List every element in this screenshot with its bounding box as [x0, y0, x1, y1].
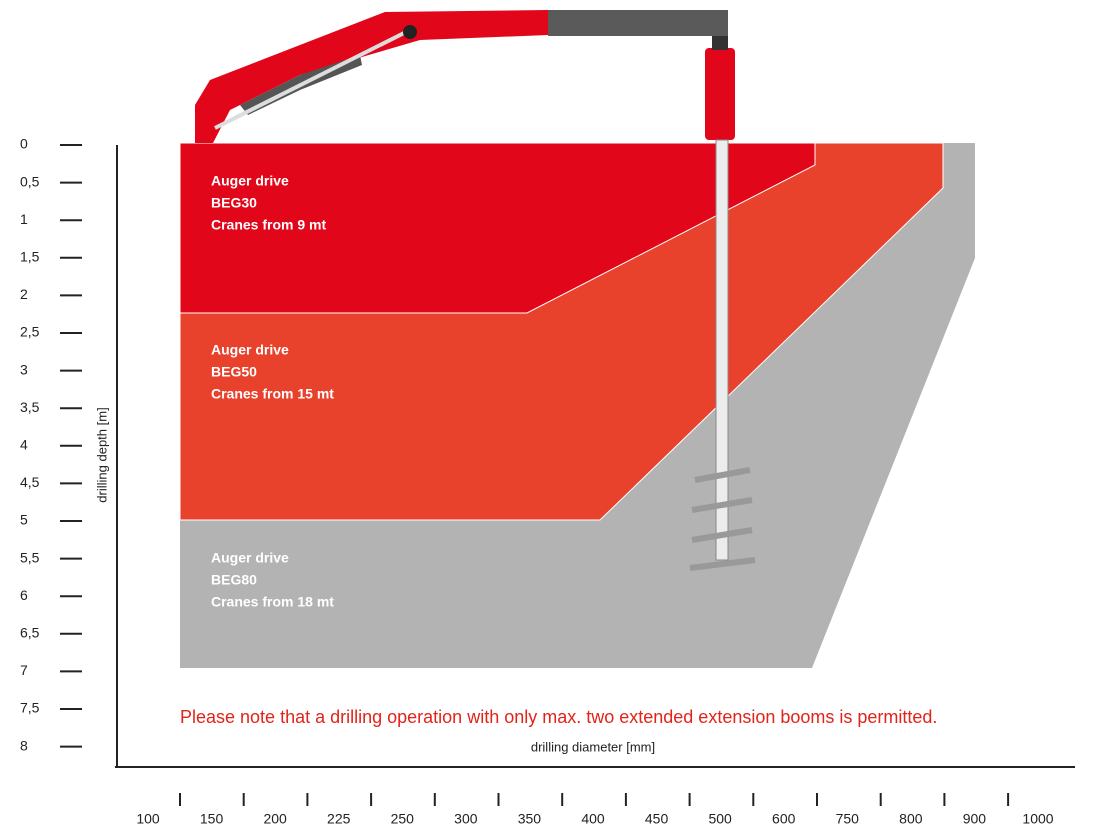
- x-tick-label: 1000: [1022, 811, 1053, 827]
- x-tick-label: 900: [963, 811, 987, 827]
- auger-drive: [705, 48, 735, 140]
- regions: [179, 142, 975, 668]
- y-axis-label: drilling depth [m]: [94, 407, 109, 502]
- x-tick-label: 250: [391, 811, 415, 827]
- crane-rod: [214, 28, 411, 130]
- y-tick-label: 0: [20, 136, 28, 152]
- region-label: Cranes from 9 mt: [211, 217, 326, 233]
- y-tick-label: 2,5: [20, 324, 40, 340]
- x-tick-label: 400: [581, 811, 605, 827]
- x-tick-label: 750: [836, 811, 860, 827]
- y-tick-label: 4,5: [20, 474, 40, 490]
- y-tick-label: 2: [20, 286, 28, 302]
- auger-top: [712, 36, 728, 50]
- x-axis-label: drilling diameter [mm]: [531, 739, 655, 754]
- region-label: Auger drive: [211, 342, 289, 358]
- region-label: BEG50: [211, 364, 257, 380]
- x-tick-label: 200: [263, 811, 287, 827]
- x-tick-label: 800: [899, 811, 923, 827]
- crane-boom: [195, 10, 548, 143]
- y-tick-label: 6,5: [20, 625, 40, 641]
- region-label: BEG80: [211, 572, 257, 588]
- x-tick-label: 150: [200, 811, 224, 827]
- crane-joint: [403, 25, 417, 39]
- y-tick-label: 3,5: [20, 399, 40, 415]
- x-tick-label: 500: [708, 811, 732, 827]
- x-tick-label: 300: [454, 811, 478, 827]
- x-tick-label: 225: [327, 811, 351, 827]
- auger: [689, 139, 756, 571]
- y-tick-label: 3: [20, 361, 28, 377]
- x-tick-label: 100: [136, 811, 160, 827]
- crane-ext: [548, 10, 728, 36]
- crane: [195, 10, 735, 143]
- auger-rod: [715, 139, 729, 561]
- y-tick-label: 5,5: [20, 549, 40, 565]
- y-tick-label: 8: [20, 737, 28, 753]
- y-tick-label: 7: [20, 662, 28, 678]
- y-tick-label: 6: [20, 587, 28, 603]
- region-label: Cranes from 15 mt: [211, 386, 334, 402]
- region-label: Auger drive: [211, 550, 289, 566]
- x-tick-label: 350: [518, 811, 542, 827]
- region-label: Cranes from 18 mt: [211, 594, 334, 610]
- y-tick-label: 1,5: [20, 249, 40, 265]
- y-tick-label: 5: [20, 512, 28, 528]
- y-tick-label: 4: [20, 437, 28, 453]
- region-beg30: [179, 142, 816, 314]
- x-tick-label: 450: [645, 811, 669, 827]
- y-tick-label: 0,5: [20, 173, 40, 189]
- auger-spiral: [689, 467, 756, 571]
- y-tick-label: 1: [20, 211, 28, 227]
- y-tick-label: 7,5: [20, 700, 40, 716]
- generated: 0 0,5 1 1,5 2 2,5 3 3,5 4 4,5 5 5,5 6 6,5 7 7,5 8 100 150 2…: [20, 136, 1054, 827]
- region-label: BEG30: [211, 195, 257, 211]
- note: Please note that a drilling operation wi…: [180, 707, 937, 727]
- region-label: Auger drive: [211, 173, 289, 189]
- x-tick-label: 600: [772, 811, 796, 827]
